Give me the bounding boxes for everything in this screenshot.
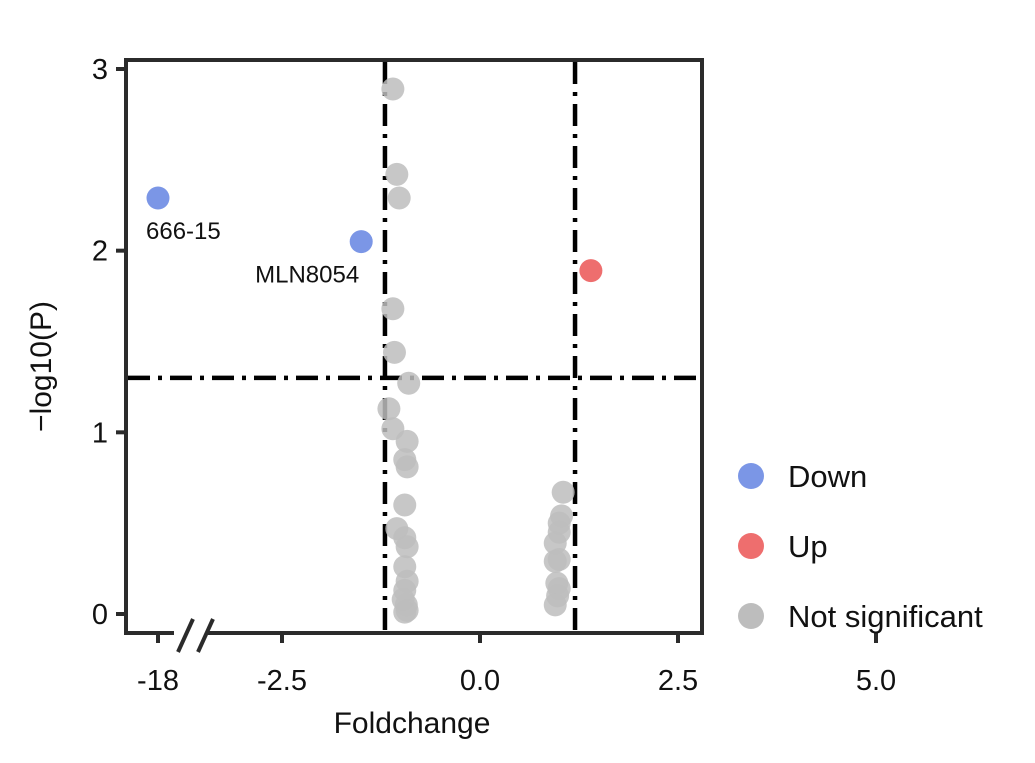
point-not-significant-14: [395, 535, 419, 559]
point-not-significant-6: [377, 397, 401, 421]
point-not-significant-3: [381, 297, 405, 321]
data-points: [146, 77, 603, 624]
legend-marker-not-significant: [738, 603, 764, 629]
legend-label: Not significant: [788, 599, 983, 634]
legend-label: Up: [788, 529, 828, 564]
y-tick-label: 1: [92, 417, 108, 449]
point-labels: 666-15 MLN8054: [146, 218, 359, 289]
point-not-significant-32: [543, 593, 567, 617]
point-down-0: [146, 186, 170, 210]
x-tick-label: 5.0: [856, 665, 896, 697]
y-tick-label: 2: [92, 236, 108, 268]
point-not-significant-21: [393, 600, 417, 624]
point-label: MLN8054: [255, 262, 359, 289]
y-tick-label: 3: [92, 54, 108, 86]
axis-break-slash-2: [196, 618, 215, 653]
point-not-significant-8: [395, 429, 419, 453]
point-down-1: [349, 230, 373, 254]
point-not-significant-1: [385, 162, 409, 186]
x-tick-label: -2.5: [257, 665, 307, 697]
point-not-significant-0: [381, 77, 405, 101]
point-up-0: [579, 259, 603, 283]
legend: Down Up Not significant: [738, 459, 983, 634]
point-not-significant-2: [387, 186, 411, 210]
x-axis-title: Foldchange: [334, 707, 491, 740]
point-not-significant-22: [551, 480, 575, 504]
point-not-significant-4: [382, 340, 406, 364]
plot-frame: [124, 58, 704, 635]
legend-label: Down: [788, 459, 867, 494]
axis-break-slash-1: [176, 618, 195, 653]
point-not-significant-10: [395, 455, 419, 479]
legend-marker-down: [738, 463, 764, 489]
point-not-significant-5: [397, 371, 421, 395]
x-tick-label: 0.0: [460, 665, 500, 697]
x-tick-label: 2.5: [658, 665, 698, 697]
y-tick-label: 0: [92, 599, 108, 631]
point-not-significant-11: [393, 493, 417, 517]
point-label: 666-15: [146, 218, 221, 245]
x-tick-label: -18: [137, 665, 179, 697]
axes: 0 1 2 3 -18 -2.5 0.0 2.5 5.0: [92, 54, 896, 697]
point-not-significant-28: [543, 549, 567, 573]
legend-marker-up: [738, 533, 764, 559]
y-axis-title: −log10(P): [25, 301, 58, 432]
